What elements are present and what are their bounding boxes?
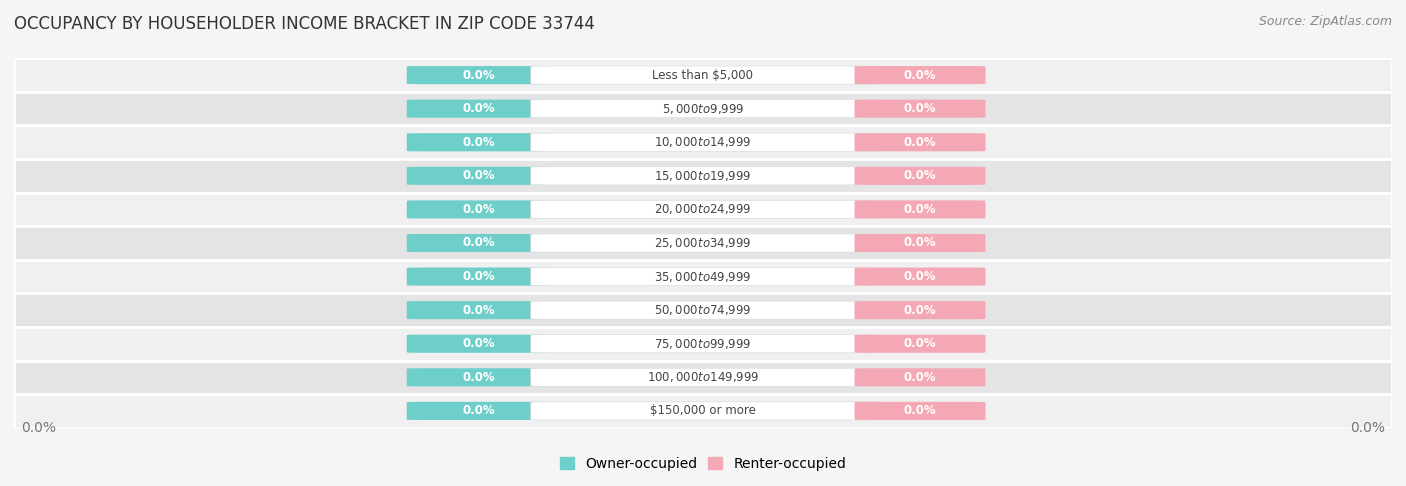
Text: $5,000 to $9,999: $5,000 to $9,999 [662, 102, 744, 116]
Text: 0.0%: 0.0% [904, 169, 936, 182]
Bar [14, 260, 1392, 294]
Bar [14, 361, 1392, 394]
Text: 0.0%: 0.0% [463, 304, 495, 317]
FancyBboxPatch shape [855, 335, 986, 353]
Text: $15,000 to $19,999: $15,000 to $19,999 [654, 169, 752, 183]
Text: 0.0%: 0.0% [904, 337, 936, 350]
Text: 0.0%: 0.0% [904, 371, 936, 384]
Text: $75,000 to $99,999: $75,000 to $99,999 [654, 337, 752, 351]
FancyBboxPatch shape [406, 368, 551, 386]
Text: 0.0%: 0.0% [463, 136, 495, 149]
FancyBboxPatch shape [531, 133, 875, 151]
FancyBboxPatch shape [855, 402, 986, 420]
Text: Source: ZipAtlas.com: Source: ZipAtlas.com [1258, 15, 1392, 28]
Text: 0.0%: 0.0% [904, 102, 936, 115]
Bar [14, 394, 1392, 428]
FancyBboxPatch shape [855, 267, 986, 286]
Text: $25,000 to $34,999: $25,000 to $34,999 [654, 236, 752, 250]
FancyBboxPatch shape [531, 234, 875, 252]
Bar [14, 226, 1392, 260]
Bar [14, 294, 1392, 327]
Text: 0.0%: 0.0% [463, 169, 495, 182]
Text: 0.0%: 0.0% [463, 337, 495, 350]
FancyBboxPatch shape [855, 368, 986, 386]
Text: 0.0%: 0.0% [904, 304, 936, 317]
Bar [14, 58, 1392, 92]
Text: $100,000 to $149,999: $100,000 to $149,999 [647, 370, 759, 384]
FancyBboxPatch shape [406, 301, 551, 319]
FancyBboxPatch shape [531, 167, 875, 185]
FancyBboxPatch shape [855, 200, 986, 219]
Text: 0.0%: 0.0% [904, 404, 936, 417]
FancyBboxPatch shape [406, 100, 551, 118]
FancyBboxPatch shape [531, 267, 875, 286]
Bar [14, 159, 1392, 192]
Legend: Owner-occupied, Renter-occupied: Owner-occupied, Renter-occupied [554, 451, 852, 476]
Bar [14, 125, 1392, 159]
Text: 0.0%: 0.0% [904, 203, 936, 216]
FancyBboxPatch shape [855, 301, 986, 319]
Text: 0.0%: 0.0% [904, 237, 936, 249]
FancyBboxPatch shape [406, 335, 551, 353]
FancyBboxPatch shape [406, 133, 551, 151]
Text: 0.0%: 0.0% [1350, 421, 1385, 434]
Text: 0.0%: 0.0% [463, 69, 495, 82]
Text: Less than $5,000: Less than $5,000 [652, 69, 754, 82]
FancyBboxPatch shape [406, 200, 551, 219]
FancyBboxPatch shape [855, 133, 986, 151]
FancyBboxPatch shape [855, 66, 986, 84]
FancyBboxPatch shape [406, 402, 551, 420]
Text: $20,000 to $24,999: $20,000 to $24,999 [654, 203, 752, 216]
Text: $10,000 to $14,999: $10,000 to $14,999 [654, 135, 752, 149]
FancyBboxPatch shape [531, 335, 875, 353]
Bar [14, 92, 1392, 125]
Text: 0.0%: 0.0% [904, 136, 936, 149]
Text: 0.0%: 0.0% [463, 203, 495, 216]
FancyBboxPatch shape [531, 402, 875, 420]
Text: 0.0%: 0.0% [904, 270, 936, 283]
FancyBboxPatch shape [855, 234, 986, 252]
Text: $150,000 or more: $150,000 or more [650, 404, 756, 417]
FancyBboxPatch shape [406, 267, 551, 286]
FancyBboxPatch shape [531, 66, 875, 84]
FancyBboxPatch shape [531, 100, 875, 118]
Bar [14, 327, 1392, 361]
Text: $50,000 to $74,999: $50,000 to $74,999 [654, 303, 752, 317]
FancyBboxPatch shape [406, 234, 551, 252]
FancyBboxPatch shape [406, 167, 551, 185]
FancyBboxPatch shape [855, 100, 986, 118]
FancyBboxPatch shape [406, 66, 551, 84]
FancyBboxPatch shape [855, 167, 986, 185]
Text: OCCUPANCY BY HOUSEHOLDER INCOME BRACKET IN ZIP CODE 33744: OCCUPANCY BY HOUSEHOLDER INCOME BRACKET … [14, 15, 595, 33]
Text: 0.0%: 0.0% [904, 69, 936, 82]
Text: 0.0%: 0.0% [21, 421, 56, 434]
Text: 0.0%: 0.0% [463, 404, 495, 417]
Text: 0.0%: 0.0% [463, 237, 495, 249]
Text: 0.0%: 0.0% [463, 102, 495, 115]
FancyBboxPatch shape [531, 200, 875, 219]
Text: 0.0%: 0.0% [463, 371, 495, 384]
Text: 0.0%: 0.0% [463, 270, 495, 283]
Text: $35,000 to $49,999: $35,000 to $49,999 [654, 270, 752, 283]
FancyBboxPatch shape [531, 368, 875, 386]
FancyBboxPatch shape [531, 301, 875, 319]
Bar [14, 192, 1392, 226]
